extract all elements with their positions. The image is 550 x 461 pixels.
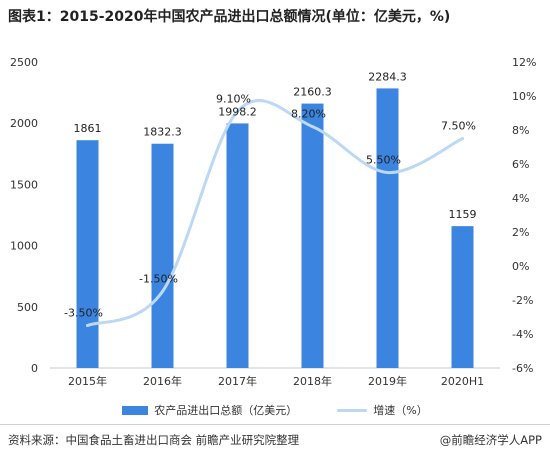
legend-item-line: 增速（%） (337, 402, 428, 418)
right-tick-label: 10% (512, 90, 536, 103)
left-tick-label: 1000 (10, 240, 38, 253)
bar (151, 143, 174, 368)
growth-point (161, 290, 164, 293)
line-data-labels: -3.50% -1.50% 9.10% 8.20% 5.50% 7.50% (64, 92, 476, 319)
x-tick-label: 2015年 (68, 374, 107, 388)
legend: 农产品进出口总额（亿美元） 增速（%） (0, 402, 550, 418)
left-tick-label: 2500 (10, 56, 38, 69)
legend-swatch-bar (122, 405, 149, 415)
x-tick-label: 2016年 (143, 374, 182, 388)
growth-point (311, 125, 314, 129)
bar-value-label: 2160.3 (293, 86, 332, 99)
legend-swatch-line (337, 408, 368, 412)
left-tick-label: 0 (31, 362, 38, 375)
bar-value-label: 2284.3 (368, 70, 407, 83)
growth-value-label: 8.20% (291, 108, 326, 121)
x-tick-label: 2020H1 (441, 375, 484, 388)
growth-value-label: 9.10% (216, 92, 251, 105)
growth-point (236, 109, 239, 113)
growth-point (86, 324, 89, 327)
right-tick-label: 0% (512, 260, 529, 273)
legend-label-line: 增速（%） (373, 404, 428, 417)
left-tick-label: 1500 (10, 178, 38, 191)
right-tick-label: -6% (512, 362, 533, 375)
source-note: 资料来源：中国食品土畜进出口商会 前瞻产业研究院整理 (8, 433, 300, 447)
bar-value-label: 1861 (74, 122, 102, 135)
chart-title: 图表1：2015-2020年中国农产品进出口总额情况(单位：亿美元，%) (8, 9, 451, 25)
legend-item-bar: 农产品进出口总额（亿美元） (122, 402, 297, 418)
growth-value-label: 5.50% (366, 154, 401, 167)
growth-point (461, 137, 464, 140)
bar-value-label: 1832.3 (143, 126, 182, 139)
left-tick-label: 2000 (10, 117, 38, 130)
bar (226, 123, 249, 368)
bar (376, 88, 399, 369)
right-axis: -6% -4% -2% 0% 2% 4% 6% 8% 10% 12% (512, 56, 536, 375)
growth-value-label: 7.50% (441, 120, 476, 133)
x-tick-label: 2019年 (368, 374, 407, 388)
x-axis: 2015年 2016年 2017年 2018年 2019年 2020H1 (68, 374, 484, 388)
x-tick-label: 2018年 (293, 374, 332, 388)
bar (451, 226, 474, 368)
x-tick-label: 2017年 (218, 374, 257, 388)
right-tick-label: -2% (512, 294, 533, 307)
right-tick-label: 4% (512, 192, 529, 205)
right-tick-label: 6% (512, 158, 529, 171)
growth-value-label: -3.50% (64, 307, 103, 320)
growth-line-series (86, 99, 464, 327)
bar-data-labels: 1861 1832.3 1998.2 2160.3 2284.3 1159 (74, 70, 477, 221)
left-tick-label: 500 (17, 301, 38, 314)
right-tick-label: 8% (512, 124, 529, 137)
left-axis: 0 500 1000 1500 2000 2500 (10, 56, 38, 375)
growth-point (386, 171, 389, 174)
bar-series (76, 88, 474, 369)
right-tick-label: 2% (512, 226, 529, 239)
footer-divider (0, 424, 550, 425)
right-tick-label: 12% (512, 56, 536, 69)
bar (76, 140, 99, 368)
bar (301, 103, 324, 368)
credit-note: @前瞻经济学人APP (439, 433, 542, 447)
right-tick-label: -4% (512, 328, 533, 341)
growth-value-label: -1.50% (139, 273, 178, 286)
legend-label-bar: 农产品进出口总额（亿美元） (154, 404, 298, 417)
bar-value-label: 1998.2 (218, 105, 257, 118)
bar-value-label: 1159 (449, 208, 477, 221)
